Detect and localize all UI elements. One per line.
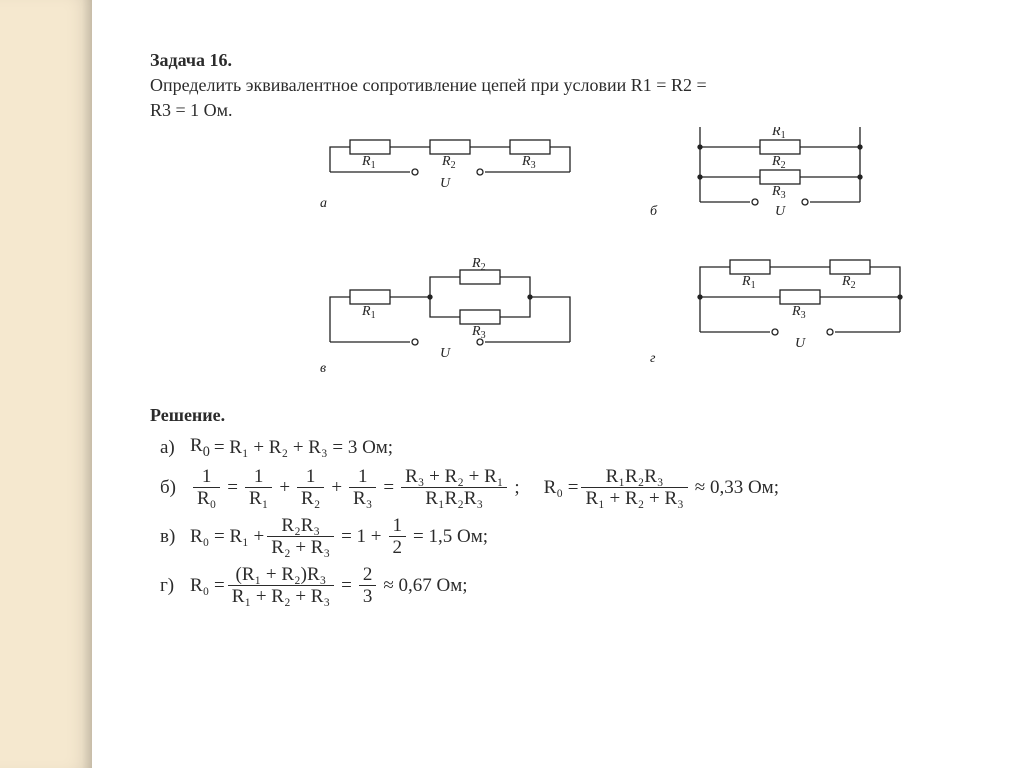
svg-text:R3: R3 [771, 184, 786, 201]
svg-text:R1: R1 [741, 274, 756, 291]
solution-a: а) R0 = R₁ + R₂ + R₃ = 3 Ом; [160, 436, 980, 459]
svg-text:U: U [440, 176, 451, 191]
problem-statement: Определить эквивалентное сопротивление ц… [150, 73, 980, 123]
tail-g: ≈ 0,67 Ом; [383, 576, 467, 595]
svg-text:в: в [320, 361, 326, 376]
svg-text:R2: R2 [441, 154, 456, 171]
svg-text:R1: R1 [361, 154, 376, 171]
lhs-v: R₀ = R₁ + [190, 527, 264, 546]
svg-text:R1: R1 [361, 304, 376, 321]
svg-text:U: U [440, 346, 451, 361]
svg-text:г: г [650, 351, 656, 366]
statement-line2: R3 = 1 Ом. [150, 100, 233, 120]
solution-header: Решение. [150, 405, 980, 426]
svg-text:а: а [320, 196, 327, 211]
circuit-v: R1 R2 R3 [320, 256, 570, 376]
page: Задача 16. Определить эквивалентное сопр… [0, 0, 1024, 768]
decorative-left-band [0, 0, 92, 768]
label-v: в) [160, 527, 190, 546]
diagrams-svg: R1 R2 R3 U а [310, 127, 1024, 397]
svg-text:б: б [650, 204, 658, 219]
r0-b: R₀ = [544, 478, 579, 497]
r0-a: R0 [190, 436, 210, 459]
svg-text:R3: R3 [471, 324, 486, 341]
frac-b1: 1R₀ [193, 467, 220, 508]
tail-b: ≈ 0,33 Ом; [695, 478, 779, 497]
circuit-a: R1 R2 R3 U а [320, 140, 570, 211]
svg-text:R1: R1 [771, 127, 786, 141]
svg-text:U: U [775, 204, 786, 219]
expr-a: = R₁ + R₂ + R₃ = 3 Ом; [214, 438, 393, 457]
solution-g: г) R₀ = (R₁ + R₂)R₃R₁ + R₂ + R₃ = 23 ≈ 0… [160, 565, 980, 606]
tail-v: = 1,5 Ом; [413, 527, 488, 546]
label-g: г) [160, 576, 190, 595]
lhs-g: R₀ = [190, 576, 225, 595]
problem-title: Задача 16. [150, 50, 980, 71]
label-a: а) [160, 438, 190, 457]
label-b: б) [160, 478, 190, 497]
circuit-g: R1 R2 R3 U [650, 260, 902, 366]
circuit-b: R1 R2 R3 [650, 127, 862, 219]
svg-text:R2: R2 [841, 274, 856, 291]
svg-text:R2: R2 [471, 256, 486, 273]
content: Задача 16. Определить эквивалентное сопр… [150, 50, 980, 614]
svg-text:R3: R3 [791, 304, 806, 321]
solution-v: в) R₀ = R₁ + R₂R₃R₂ + R₃ = 1 + 12 = 1,5 … [160, 516, 980, 557]
svg-text:R2: R2 [771, 154, 786, 171]
svg-text:R3: R3 [521, 154, 536, 171]
circuit-diagrams: R1 R2 R3 U а [310, 127, 1024, 397]
statement-line1: Определить эквивалентное сопротивление ц… [150, 75, 707, 95]
solution-b: б) 1R₀ = 1R₁ + 1R₂ + 1R₃ = R₃ + R₂ + R₁R… [160, 467, 980, 508]
svg-text:U: U [795, 336, 806, 351]
